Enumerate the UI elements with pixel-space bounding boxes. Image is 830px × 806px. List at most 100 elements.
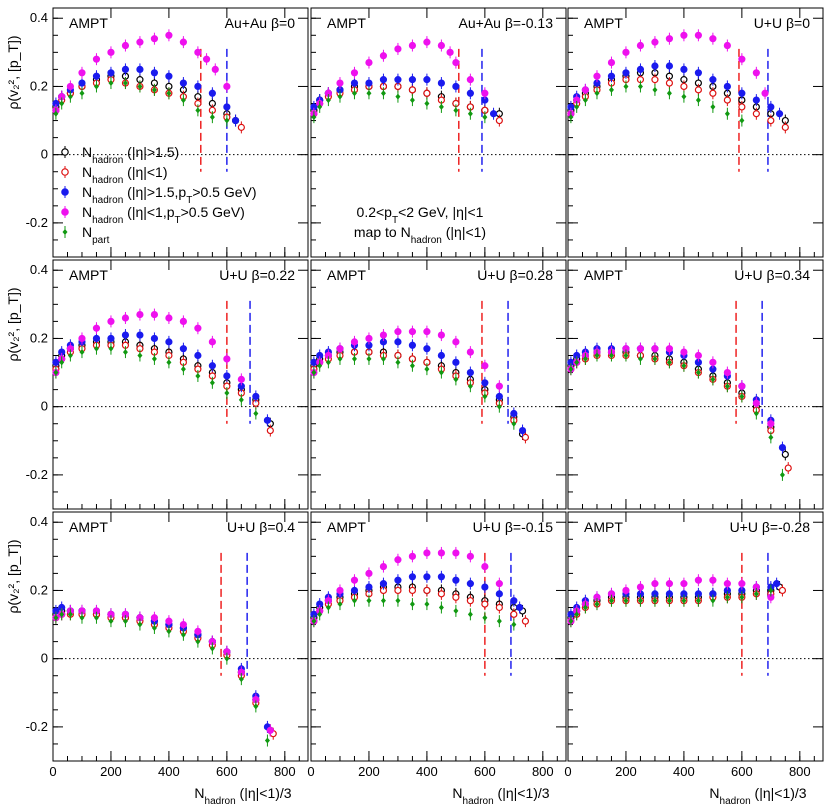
data-point [651, 38, 659, 46]
data-point [593, 72, 601, 80]
data-point [652, 355, 658, 362]
data-point [78, 79, 86, 87]
panel-system-label: AMPT [584, 15, 623, 31]
data-point [92, 334, 101, 343]
data-point [437, 590, 445, 598]
y-tick-label: 0.2 [30, 330, 48, 345]
data-point [511, 420, 517, 427]
data-point [266, 426, 274, 435]
data-point [481, 379, 489, 387]
data-point [107, 48, 115, 56]
data-point [317, 611, 323, 618]
data-point [337, 93, 343, 100]
data-point [665, 580, 674, 588]
data-point [594, 601, 600, 608]
data-point [78, 69, 86, 77]
data-point [137, 83, 143, 90]
data-point [180, 97, 186, 104]
data-point [423, 76, 431, 84]
data-point [150, 614, 159, 622]
data-point [423, 586, 431, 595]
data-point [521, 617, 530, 625]
panel-collision-label: U+U β=0 [754, 15, 811, 31]
data-point [724, 110, 730, 117]
data-point [223, 372, 231, 380]
y-tick-label: 0.4 [30, 10, 48, 25]
data-point [93, 614, 99, 621]
data-point [107, 334, 115, 343]
data-point [195, 638, 201, 645]
data-point [325, 604, 331, 611]
data-point [778, 444, 787, 452]
data-point [652, 86, 658, 93]
data-point [767, 116, 775, 125]
data-point [311, 369, 317, 376]
data-point [784, 464, 792, 472]
data-point [481, 562, 489, 571]
panel-7: 0 200 400 600 800 AMPT U+U β=-0.15 [307, 511, 567, 779]
data-point [365, 79, 373, 87]
data-point [773, 580, 781, 588]
annotation-line-1: 0.2<pT<2 GeV, |η|<1 [357, 204, 484, 226]
panel-frame [52, 259, 309, 510]
x-tick-label: 0 [307, 764, 314, 779]
data-point [150, 69, 159, 77]
data-point [395, 93, 401, 100]
data-point [723, 580, 731, 588]
data-point [121, 331, 130, 339]
data-point [623, 597, 629, 604]
data-point [92, 324, 101, 332]
data-point [695, 597, 701, 604]
data-point [350, 586, 359, 595]
data-point [179, 345, 187, 353]
data-point [325, 97, 331, 104]
data-point [437, 351, 445, 360]
y-tick-label: 0.4 [30, 514, 48, 529]
data-point [151, 86, 157, 93]
data-point [637, 355, 643, 362]
data-point [394, 586, 402, 595]
data-point [237, 375, 245, 383]
y-tick-label: -0.2 [26, 719, 48, 734]
data-point [121, 41, 130, 50]
x-tick-label: 600 [216, 764, 238, 779]
data-point [365, 58, 373, 67]
y-tick-label: 0 [41, 399, 48, 414]
panel-frame [567, 259, 824, 510]
data-point [350, 338, 359, 346]
data-point [651, 62, 659, 70]
data-point [59, 611, 65, 618]
data-point [724, 594, 730, 601]
panel-collision-label: U+U β=-0.15 [473, 519, 554, 535]
data-point [437, 573, 445, 581]
x-tick-label: 600 [731, 764, 753, 779]
data-point [510, 610, 518, 618]
data-point [723, 41, 731, 50]
data-point [781, 450, 789, 459]
data-point [495, 580, 503, 588]
data-point [122, 618, 128, 625]
data-point [594, 352, 600, 359]
data-point [150, 35, 159, 43]
data-point [408, 341, 417, 349]
data-point [195, 372, 201, 379]
x-tick-label: 800 [789, 764, 811, 779]
data-point [394, 45, 402, 53]
legend-label: Nhadron (|η|<1,pT>0.5 GeV) [82, 204, 245, 226]
data-point [607, 72, 616, 80]
data-point [452, 576, 460, 584]
legend-marker [61, 148, 69, 156]
data-point [467, 383, 473, 390]
data-point [408, 86, 417, 94]
panel-system-label: AMPT [69, 15, 108, 31]
data-point [666, 597, 672, 604]
data-point [151, 624, 157, 631]
data-point [752, 110, 760, 118]
data-point [516, 603, 524, 612]
data-point [223, 103, 231, 111]
panel-5: AMPT U+U β=0.34 [567, 259, 824, 510]
data-point [194, 82, 202, 91]
data-point [739, 393, 745, 400]
data-point [724, 383, 730, 390]
